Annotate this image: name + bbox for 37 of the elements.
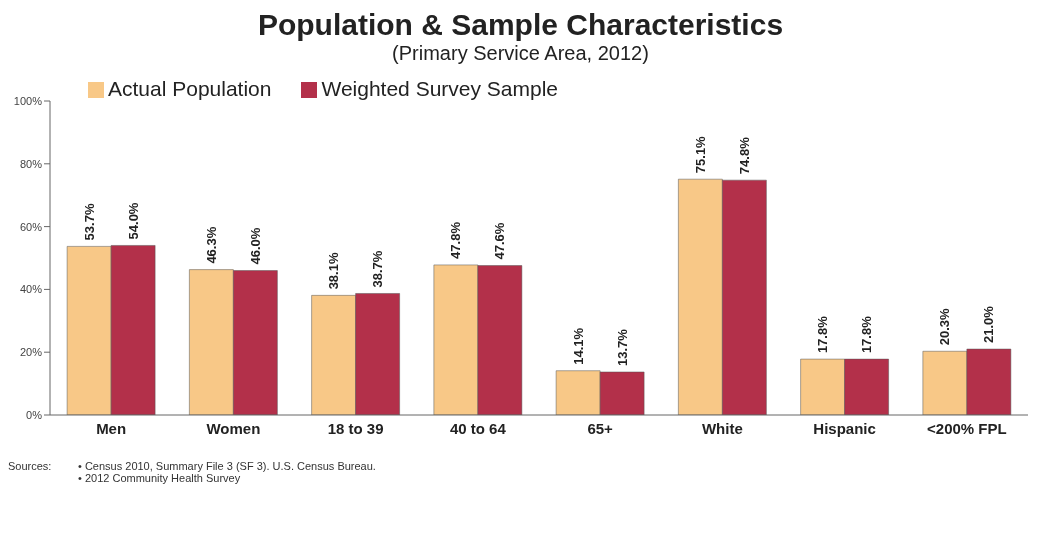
text: • 2012 Community Health Survey xyxy=(78,472,242,484)
x-tick-label: <200% FPL xyxy=(927,419,1007,437)
data-label: 21.0% xyxy=(981,305,997,344)
data-label: 75.1% xyxy=(692,135,708,174)
chart-title: Population & Sample Characteristics xyxy=(256,8,785,42)
chart-subtitle: (Primary Service Area, 2012) xyxy=(391,42,650,65)
data-label: 17.8% xyxy=(859,315,875,354)
data-label: 47.6% xyxy=(492,222,508,260)
y-tick-label: 80% xyxy=(19,157,43,170)
data-label: 54.0% xyxy=(125,202,141,240)
legend-label: Actual Population xyxy=(108,77,272,100)
y-tick-label: 60% xyxy=(19,220,43,233)
x-tick-label: Women xyxy=(206,419,261,437)
data-label: 20.3% xyxy=(937,307,953,346)
x-tick-label: Men xyxy=(96,419,127,437)
data-label: 38.7% xyxy=(370,250,386,288)
text: • Census 2010, Summary File 3 (SF 3). U.S. Census Bureau. xyxy=(78,460,376,472)
data-label: 14.1% xyxy=(570,327,586,365)
data-label: 46.3% xyxy=(203,226,219,264)
data-label: 47.8% xyxy=(448,221,464,259)
x-tick-label: 40 to 64 xyxy=(449,419,507,437)
data-label: 74.8% xyxy=(736,136,752,175)
y-tick-label: 40% xyxy=(19,283,43,296)
data-label: 46.0% xyxy=(247,227,263,265)
data-label: 17.8% xyxy=(815,315,831,354)
data-label: 53.7% xyxy=(81,203,97,241)
x-tick-label: 18 to 39 xyxy=(327,419,384,437)
data-label: 13.7% xyxy=(614,328,630,366)
data-label: 38.1% xyxy=(326,252,342,290)
y-tick-label: 20% xyxy=(19,346,43,359)
y-tick-label: 0% xyxy=(26,408,43,421)
x-tick-label: Hispanic xyxy=(813,419,876,437)
x-tick-label: 65+ xyxy=(587,419,614,437)
x-tick-label: White xyxy=(701,419,743,437)
legend-label: Weighted Survey Sample xyxy=(321,77,559,100)
y-tick-label: 100% xyxy=(13,94,43,107)
source-note: Sources: xyxy=(8,460,53,474)
